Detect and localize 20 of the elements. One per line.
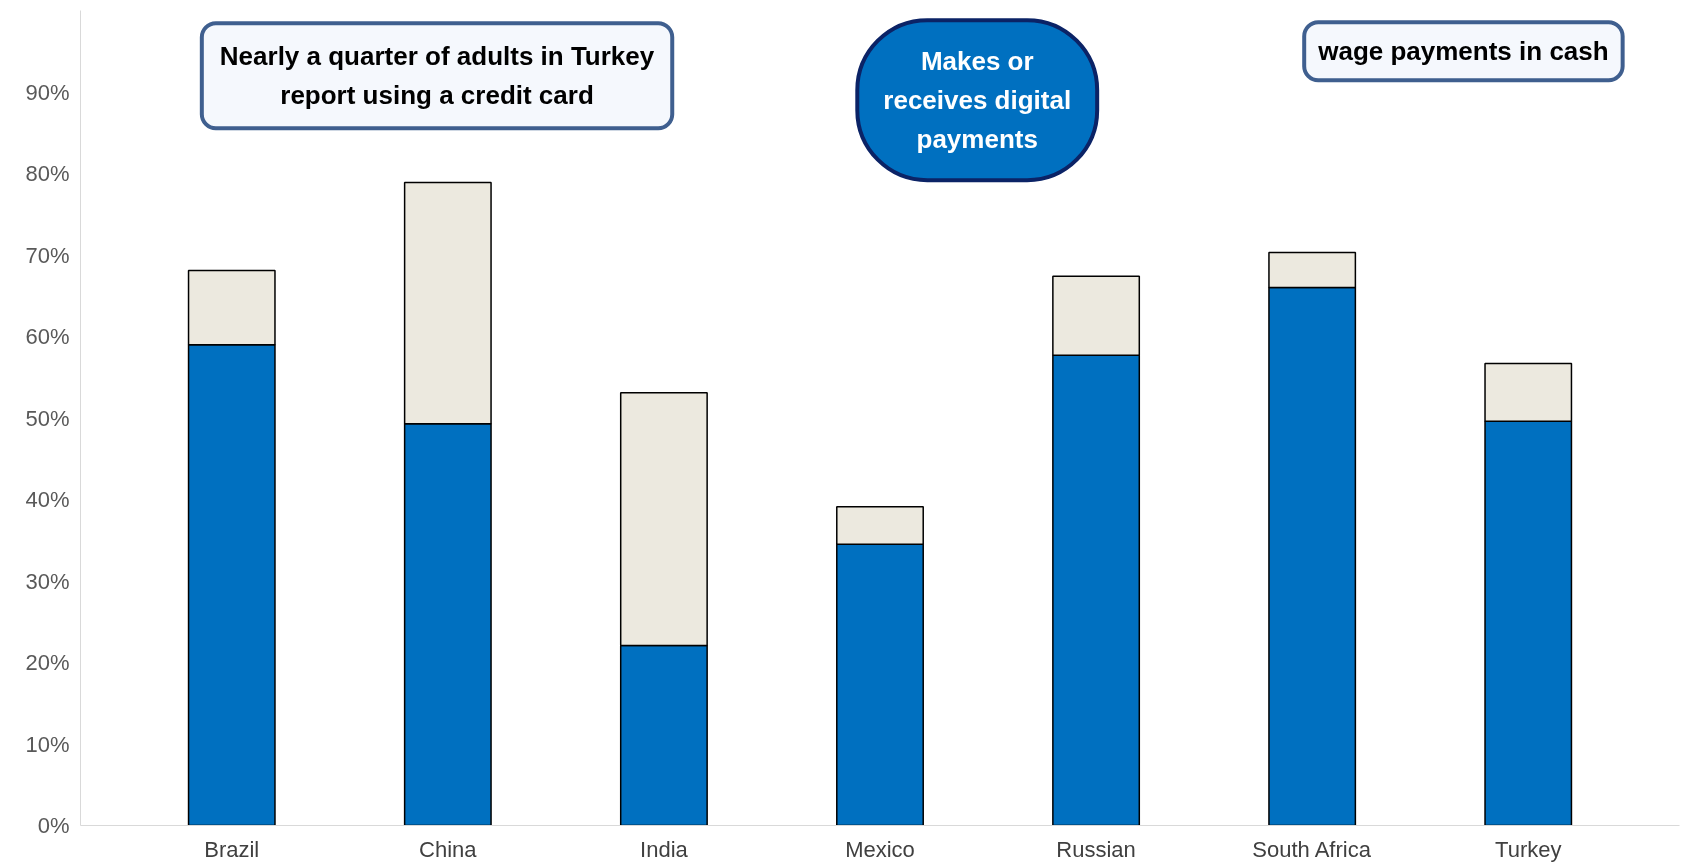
y-tick-label: 10% bbox=[25, 731, 70, 757]
annotation: wage payments in cash bbox=[1317, 36, 1609, 67]
x-tick-label: Brazil bbox=[204, 836, 260, 862]
x-tick-label: Turkey bbox=[1495, 836, 1562, 862]
y-tick-label: 0% bbox=[37, 813, 70, 838]
x-tick-label: China bbox=[419, 836, 478, 862]
y-tick-label: 80% bbox=[25, 161, 70, 186]
y-tick-label: 90% bbox=[25, 79, 70, 105]
y-tick-label: 20% bbox=[25, 650, 70, 675]
text: Makes or receives digital payments bbox=[883, 46, 1072, 155]
y-tick-label: 40% bbox=[25, 487, 70, 512]
y-tick-label: 50% bbox=[25, 405, 70, 431]
x-tick-label: Russian bbox=[1056, 836, 1136, 862]
annotation: Nearly a quarter of adults in Turkey report using a credit card bbox=[219, 41, 655, 111]
x-tick-label: Mexico bbox=[845, 836, 915, 862]
x-tick-label: India bbox=[640, 836, 689, 862]
y-tick-label: 30% bbox=[25, 568, 70, 594]
x-tick-label: South Africa bbox=[1252, 836, 1372, 862]
y-tick-label: 70% bbox=[25, 242, 70, 268]
y-tick-label: 60% bbox=[25, 324, 70, 349]
